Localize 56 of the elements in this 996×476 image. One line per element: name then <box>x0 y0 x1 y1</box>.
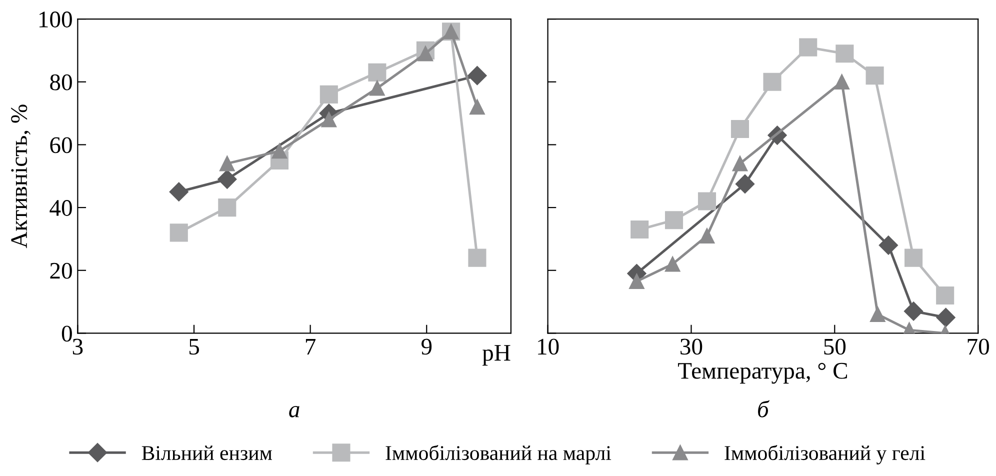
point <box>936 308 956 328</box>
point <box>321 112 337 128</box>
point <box>468 66 487 86</box>
point <box>834 74 850 90</box>
point <box>732 156 748 172</box>
point <box>368 63 386 82</box>
point <box>904 248 923 267</box>
point <box>870 306 886 322</box>
point <box>629 274 644 290</box>
y-tick-label: 60 <box>50 137 72 154</box>
point <box>320 85 338 104</box>
point <box>370 80 385 96</box>
point <box>698 192 716 210</box>
text: б <box>758 400 770 418</box>
y-tick-label: 80 <box>50 74 72 90</box>
y-tick-label: 20 <box>50 262 72 279</box>
point <box>878 236 898 255</box>
point <box>904 302 924 321</box>
text: а <box>289 406 300 418</box>
point <box>272 143 288 159</box>
point <box>418 46 434 62</box>
point <box>699 228 715 244</box>
y-axis-title: Активність, % <box>11 104 30 248</box>
point <box>664 211 684 230</box>
legend-label: Вільний ензим <box>142 446 272 460</box>
point <box>470 99 485 115</box>
point <box>936 286 954 305</box>
x-axis-title: Температура, ° C <box>678 362 847 384</box>
point <box>730 120 750 138</box>
point <box>218 198 236 217</box>
y-tick-label: 40 <box>50 200 72 216</box>
point <box>170 224 188 242</box>
x-tick-label: 30 <box>680 338 702 355</box>
x-tick-label: 7 <box>306 338 316 354</box>
point <box>630 220 649 239</box>
x-axis-title: pH <box>482 345 510 366</box>
point <box>763 72 782 91</box>
x-tick-label: 10 <box>538 338 559 355</box>
point <box>218 170 237 189</box>
point <box>220 156 235 172</box>
legend-label: Іммобілізований у гелі <box>724 444 926 464</box>
point <box>468 248 486 267</box>
x-tick-label: 50 <box>824 338 846 355</box>
x-tick-label: 3 <box>72 338 83 355</box>
x-tick-label: 5 <box>189 338 199 355</box>
point <box>735 174 755 194</box>
x-tick-label: 70 <box>968 338 989 355</box>
point <box>664 256 680 272</box>
x-tick-label: 9 <box>421 338 432 355</box>
legend-label: Іммобілізований на марлі <box>386 444 612 464</box>
point <box>866 66 884 85</box>
point <box>169 182 188 202</box>
y-tick-label: 0 <box>62 326 72 342</box>
point <box>799 38 818 56</box>
point <box>836 44 854 63</box>
y-tick-label: 100 <box>39 12 72 28</box>
